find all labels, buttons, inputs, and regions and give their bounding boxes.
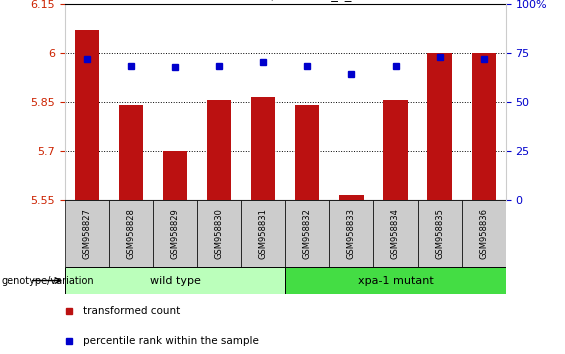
Text: GSM958831: GSM958831 xyxy=(259,208,268,259)
Bar xyxy=(119,105,143,200)
Bar xyxy=(462,200,506,267)
Bar xyxy=(295,105,319,200)
Text: GSM958827: GSM958827 xyxy=(82,208,92,259)
Bar xyxy=(241,200,285,267)
Text: GSM958829: GSM958829 xyxy=(171,208,180,259)
Text: genotype/variation: genotype/variation xyxy=(1,275,94,286)
Bar xyxy=(285,267,506,294)
Bar xyxy=(163,151,187,200)
Bar xyxy=(340,195,363,200)
Bar xyxy=(472,53,496,200)
Text: GSM958834: GSM958834 xyxy=(391,208,400,259)
Bar xyxy=(109,200,153,267)
Text: xpa-1 mutant: xpa-1 mutant xyxy=(358,275,433,286)
Bar xyxy=(251,97,275,200)
Bar xyxy=(285,200,329,267)
Text: GSM958835: GSM958835 xyxy=(435,208,444,259)
Bar xyxy=(373,200,418,267)
Text: GSM958836: GSM958836 xyxy=(479,208,488,259)
Text: GSM958830: GSM958830 xyxy=(215,208,224,259)
Bar xyxy=(65,200,109,267)
Bar xyxy=(75,30,99,200)
Text: wild type: wild type xyxy=(150,275,201,286)
Bar xyxy=(384,100,407,200)
Text: GSM958833: GSM958833 xyxy=(347,208,356,259)
Bar xyxy=(65,267,285,294)
Bar xyxy=(428,53,451,200)
Text: GSM958828: GSM958828 xyxy=(127,208,136,259)
Text: transformed count: transformed count xyxy=(82,306,180,316)
Bar xyxy=(197,200,241,267)
Title: GDS4564 / 192535_s_at: GDS4564 / 192535_s_at xyxy=(206,0,365,1)
Text: percentile rank within the sample: percentile rank within the sample xyxy=(82,336,258,346)
Text: GSM958832: GSM958832 xyxy=(303,208,312,259)
Bar xyxy=(329,200,373,267)
Bar xyxy=(418,200,462,267)
Bar xyxy=(153,200,197,267)
Bar xyxy=(207,100,231,200)
